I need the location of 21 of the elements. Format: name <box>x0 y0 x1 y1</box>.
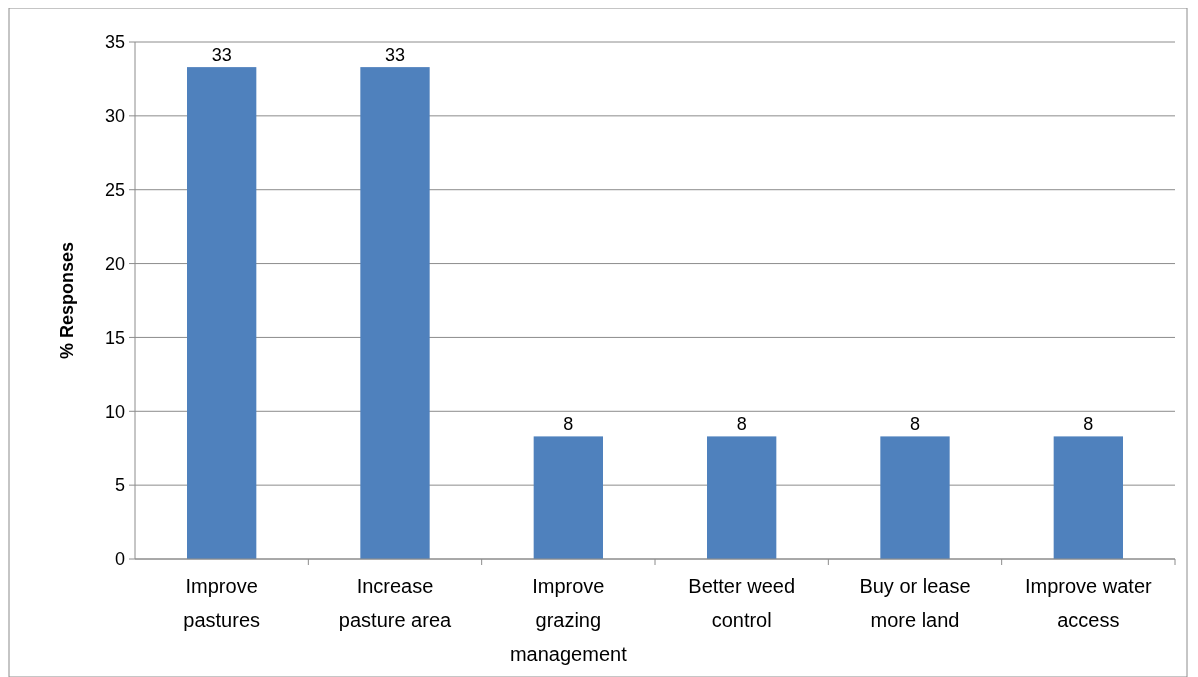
y-tick-label: 25 <box>104 180 125 201</box>
data-label: 8 <box>909 414 921 435</box>
x-tick-label: Increase pasture area <box>338 575 453 631</box>
y-tick-label: 20 <box>104 253 125 274</box>
y-tick-label: 5 <box>114 475 125 496</box>
x-tick-label: Improve water access <box>1024 575 1153 631</box>
y-tick-label: 15 <box>104 327 125 348</box>
y-tick-label: 0 <box>114 549 125 570</box>
x-tick-label: Better weed control <box>688 575 796 631</box>
y-tick-label: 35 <box>104 32 125 53</box>
x-tick-label: Buy or lease more land <box>859 575 971 631</box>
y-tick-label: 30 <box>104 106 125 127</box>
data-label: 8 <box>1083 414 1094 435</box>
y-tick-label: 10 <box>104 401 125 422</box>
y-axis-title: % Responses <box>57 241 77 360</box>
x-tick-label: Improve grazing management <box>509 575 628 665</box>
data-label: 8 <box>563 414 574 435</box>
data-label: 8 <box>736 414 747 435</box>
x-tick-label: Improve pastures <box>183 575 261 631</box>
data-label: 33 <box>211 45 232 66</box>
data-label: 33 <box>384 45 406 66</box>
